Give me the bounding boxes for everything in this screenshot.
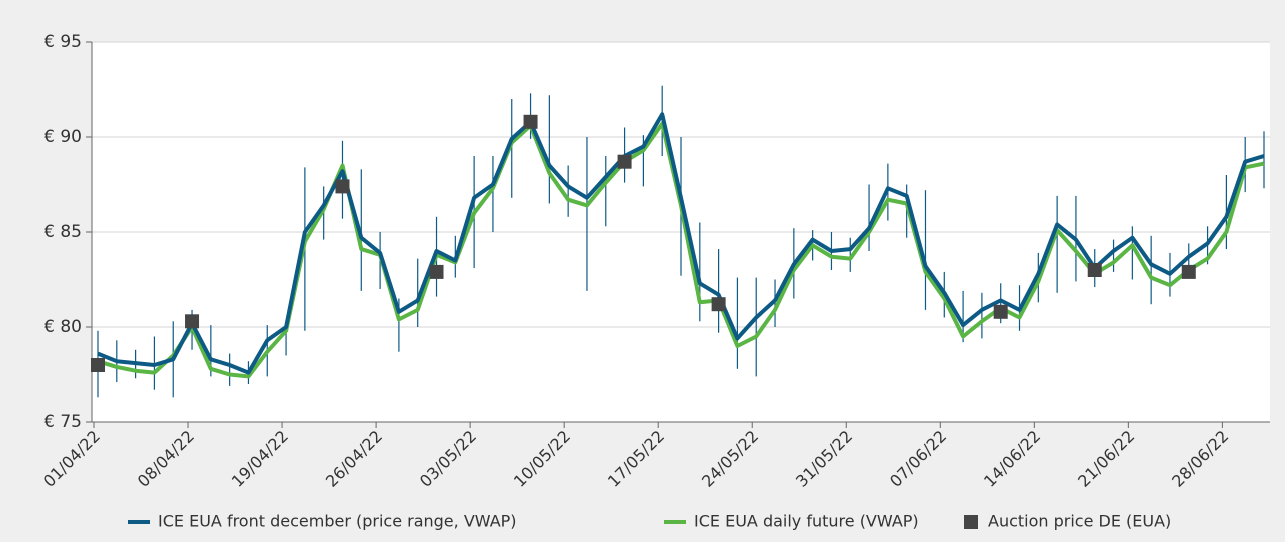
auction-marker	[617, 154, 632, 169]
auction-marker	[1087, 263, 1102, 277]
legend-label: ICE EUA front december (price range, VWA…	[158, 512, 517, 531]
legend: ICE EUA front december (price range, VWA…	[128, 512, 1171, 531]
auction-marker	[185, 314, 200, 329]
legend-label: Auction price DE (EUA)	[988, 512, 1171, 531]
auction-marker	[429, 264, 444, 279]
y-tick-label: € 90	[44, 127, 82, 147]
auction-marker	[523, 114, 538, 129]
y-tick-label: € 75	[44, 412, 82, 432]
legend-swatch	[964, 515, 978, 529]
auction-marker	[993, 304, 1008, 319]
series-line	[97, 112, 1265, 375]
auction-marker	[91, 358, 105, 372]
legend-label: ICE EUA daily future (VWAP)	[694, 512, 919, 531]
y-tick-label: € 95	[44, 32, 82, 52]
auction-marker	[711, 297, 726, 312]
y-tick-label: € 80	[44, 317, 82, 337]
auction-marker	[335, 179, 350, 194]
auction-marker	[1181, 264, 1196, 279]
y-tick-label: € 85	[44, 222, 82, 242]
